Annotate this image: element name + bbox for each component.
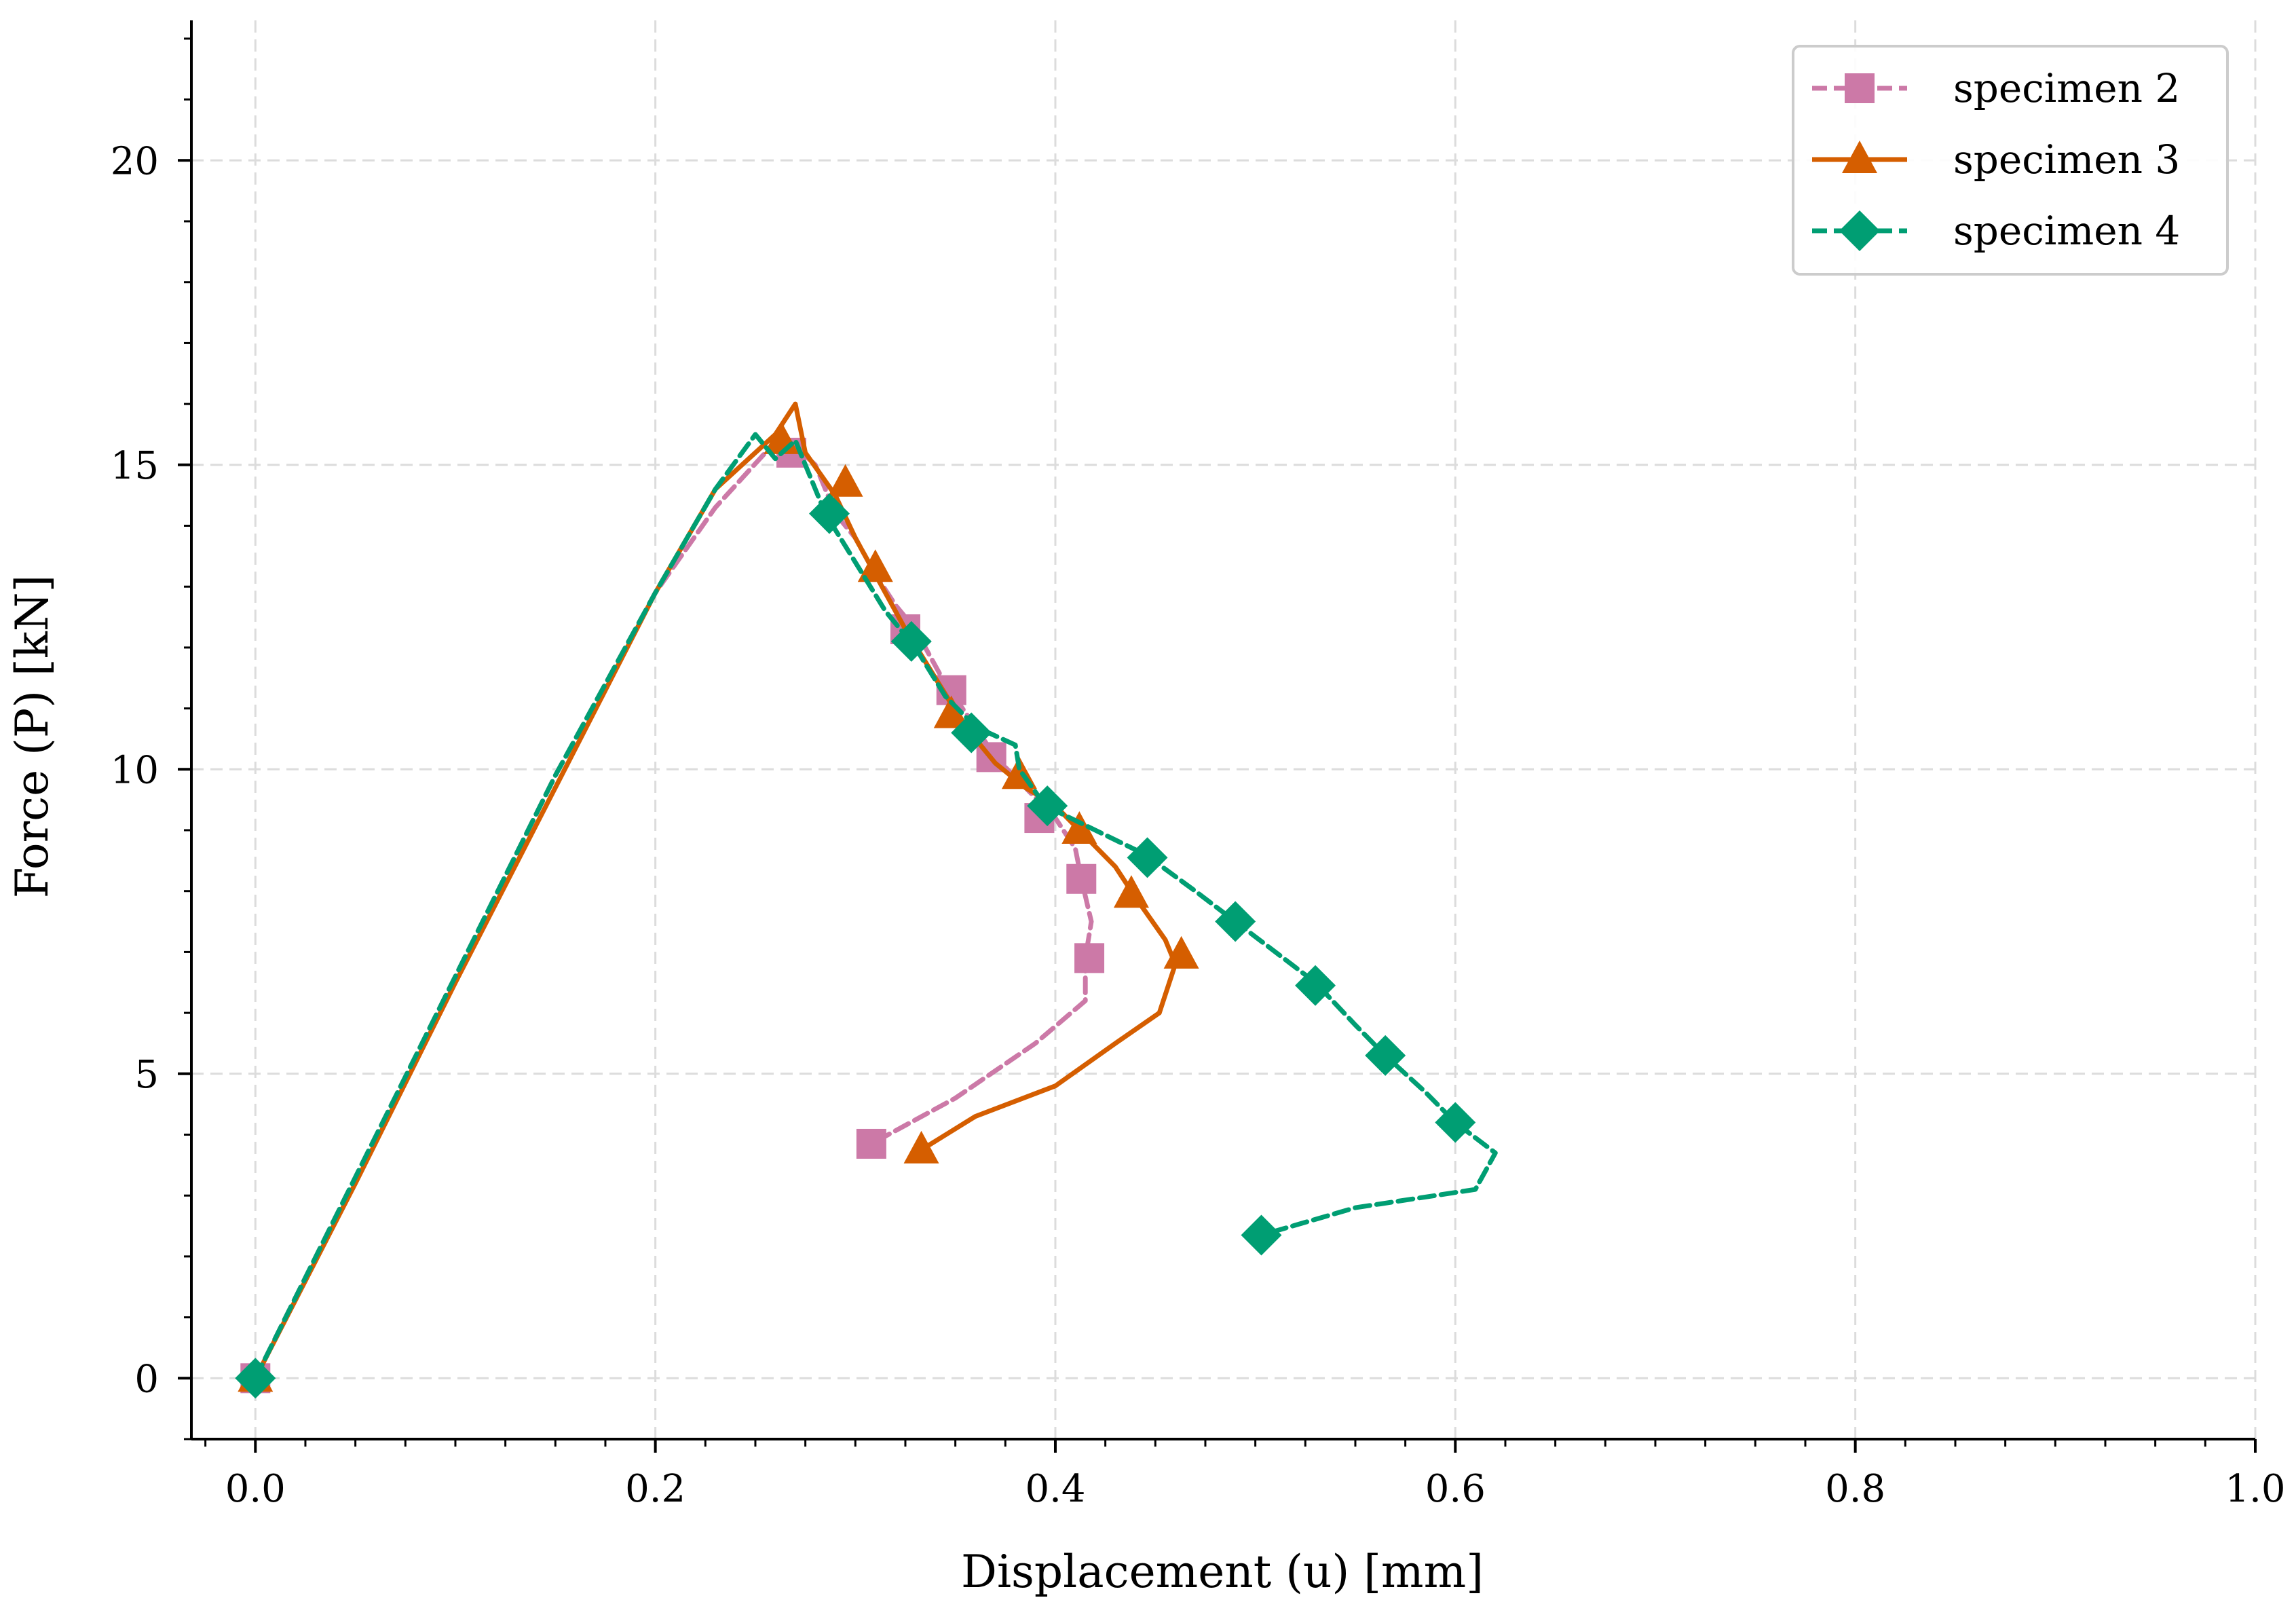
square-marker <box>1074 943 1105 973</box>
diamond-marker <box>1127 837 1168 878</box>
legend-label: specimen 3 <box>1953 136 2180 183</box>
y-tick-label: 0 <box>134 1357 159 1401</box>
triangle-marker <box>1061 811 1097 844</box>
triangle-marker <box>903 1130 939 1164</box>
diamond-marker <box>890 620 932 662</box>
x-tick-label: 0.6 <box>1425 1467 1486 1511</box>
diamond-marker <box>1365 1035 1406 1076</box>
grid-layer <box>191 20 2257 1439</box>
series-line <box>252 401 1178 1381</box>
axes-layer: 0.0 0.2 0.4 0.6 0.8 1.0 0 5 10 15 20 <box>111 20 2286 1511</box>
x-axis-title: Displacement (u) [mm] <box>961 1546 1484 1598</box>
series-line <box>252 444 1094 1381</box>
legend-triangle-marker <box>1842 141 1877 173</box>
square-marker <box>1066 863 1097 894</box>
x-tick-label: 1.0 <box>2225 1467 2285 1511</box>
diamond-marker <box>951 712 992 753</box>
diamond-marker <box>1295 965 1336 1006</box>
square-marker <box>856 1128 886 1159</box>
triangle-marker <box>857 549 893 582</box>
legend-label: specimen 4 <box>1953 208 2180 254</box>
triangle-marker <box>933 695 969 728</box>
x-tick-label: 0.0 <box>225 1467 286 1511</box>
diamond-marker <box>1241 1214 1282 1256</box>
diamond-marker <box>808 493 850 534</box>
legend-box <box>1792 45 2229 276</box>
x-tick-label: 0.8 <box>1825 1467 1885 1511</box>
legend-diamond-marker <box>1839 210 1880 251</box>
legend-item: specimen 3 <box>1812 136 2180 183</box>
series-layer <box>235 401 1498 1399</box>
diamond-marker <box>1027 785 1068 827</box>
x-tick-label: 0.2 <box>625 1467 685 1511</box>
legend-item: specimen 2 <box>1812 65 2180 111</box>
triangle-marker <box>1163 935 1199 969</box>
y-tick-label: 20 <box>111 139 159 183</box>
diamond-marker <box>1435 1102 1476 1143</box>
y-tick-label: 5 <box>134 1053 159 1097</box>
y-axis-title: Force (P) [kN] <box>6 575 58 899</box>
series-4 <box>235 432 1498 1399</box>
diamond-marker <box>1215 901 1256 942</box>
series-line <box>252 432 1498 1381</box>
legend-label: specimen 2 <box>1953 65 2180 111</box>
diamond-marker <box>235 1358 276 1399</box>
legend-item: specimen 4 <box>1812 208 2180 254</box>
series-2 <box>240 437 1105 1394</box>
x-tick-label: 0.4 <box>1025 1467 1085 1511</box>
legend-square-marker <box>1845 73 1875 103</box>
y-tick-label: 15 <box>111 444 159 488</box>
y-tick-label: 10 <box>111 748 159 792</box>
legend: specimen 2 specimen 3 specimen 4 <box>1792 45 2229 276</box>
triangle-marker <box>827 464 863 497</box>
triangle-marker <box>1113 875 1149 908</box>
